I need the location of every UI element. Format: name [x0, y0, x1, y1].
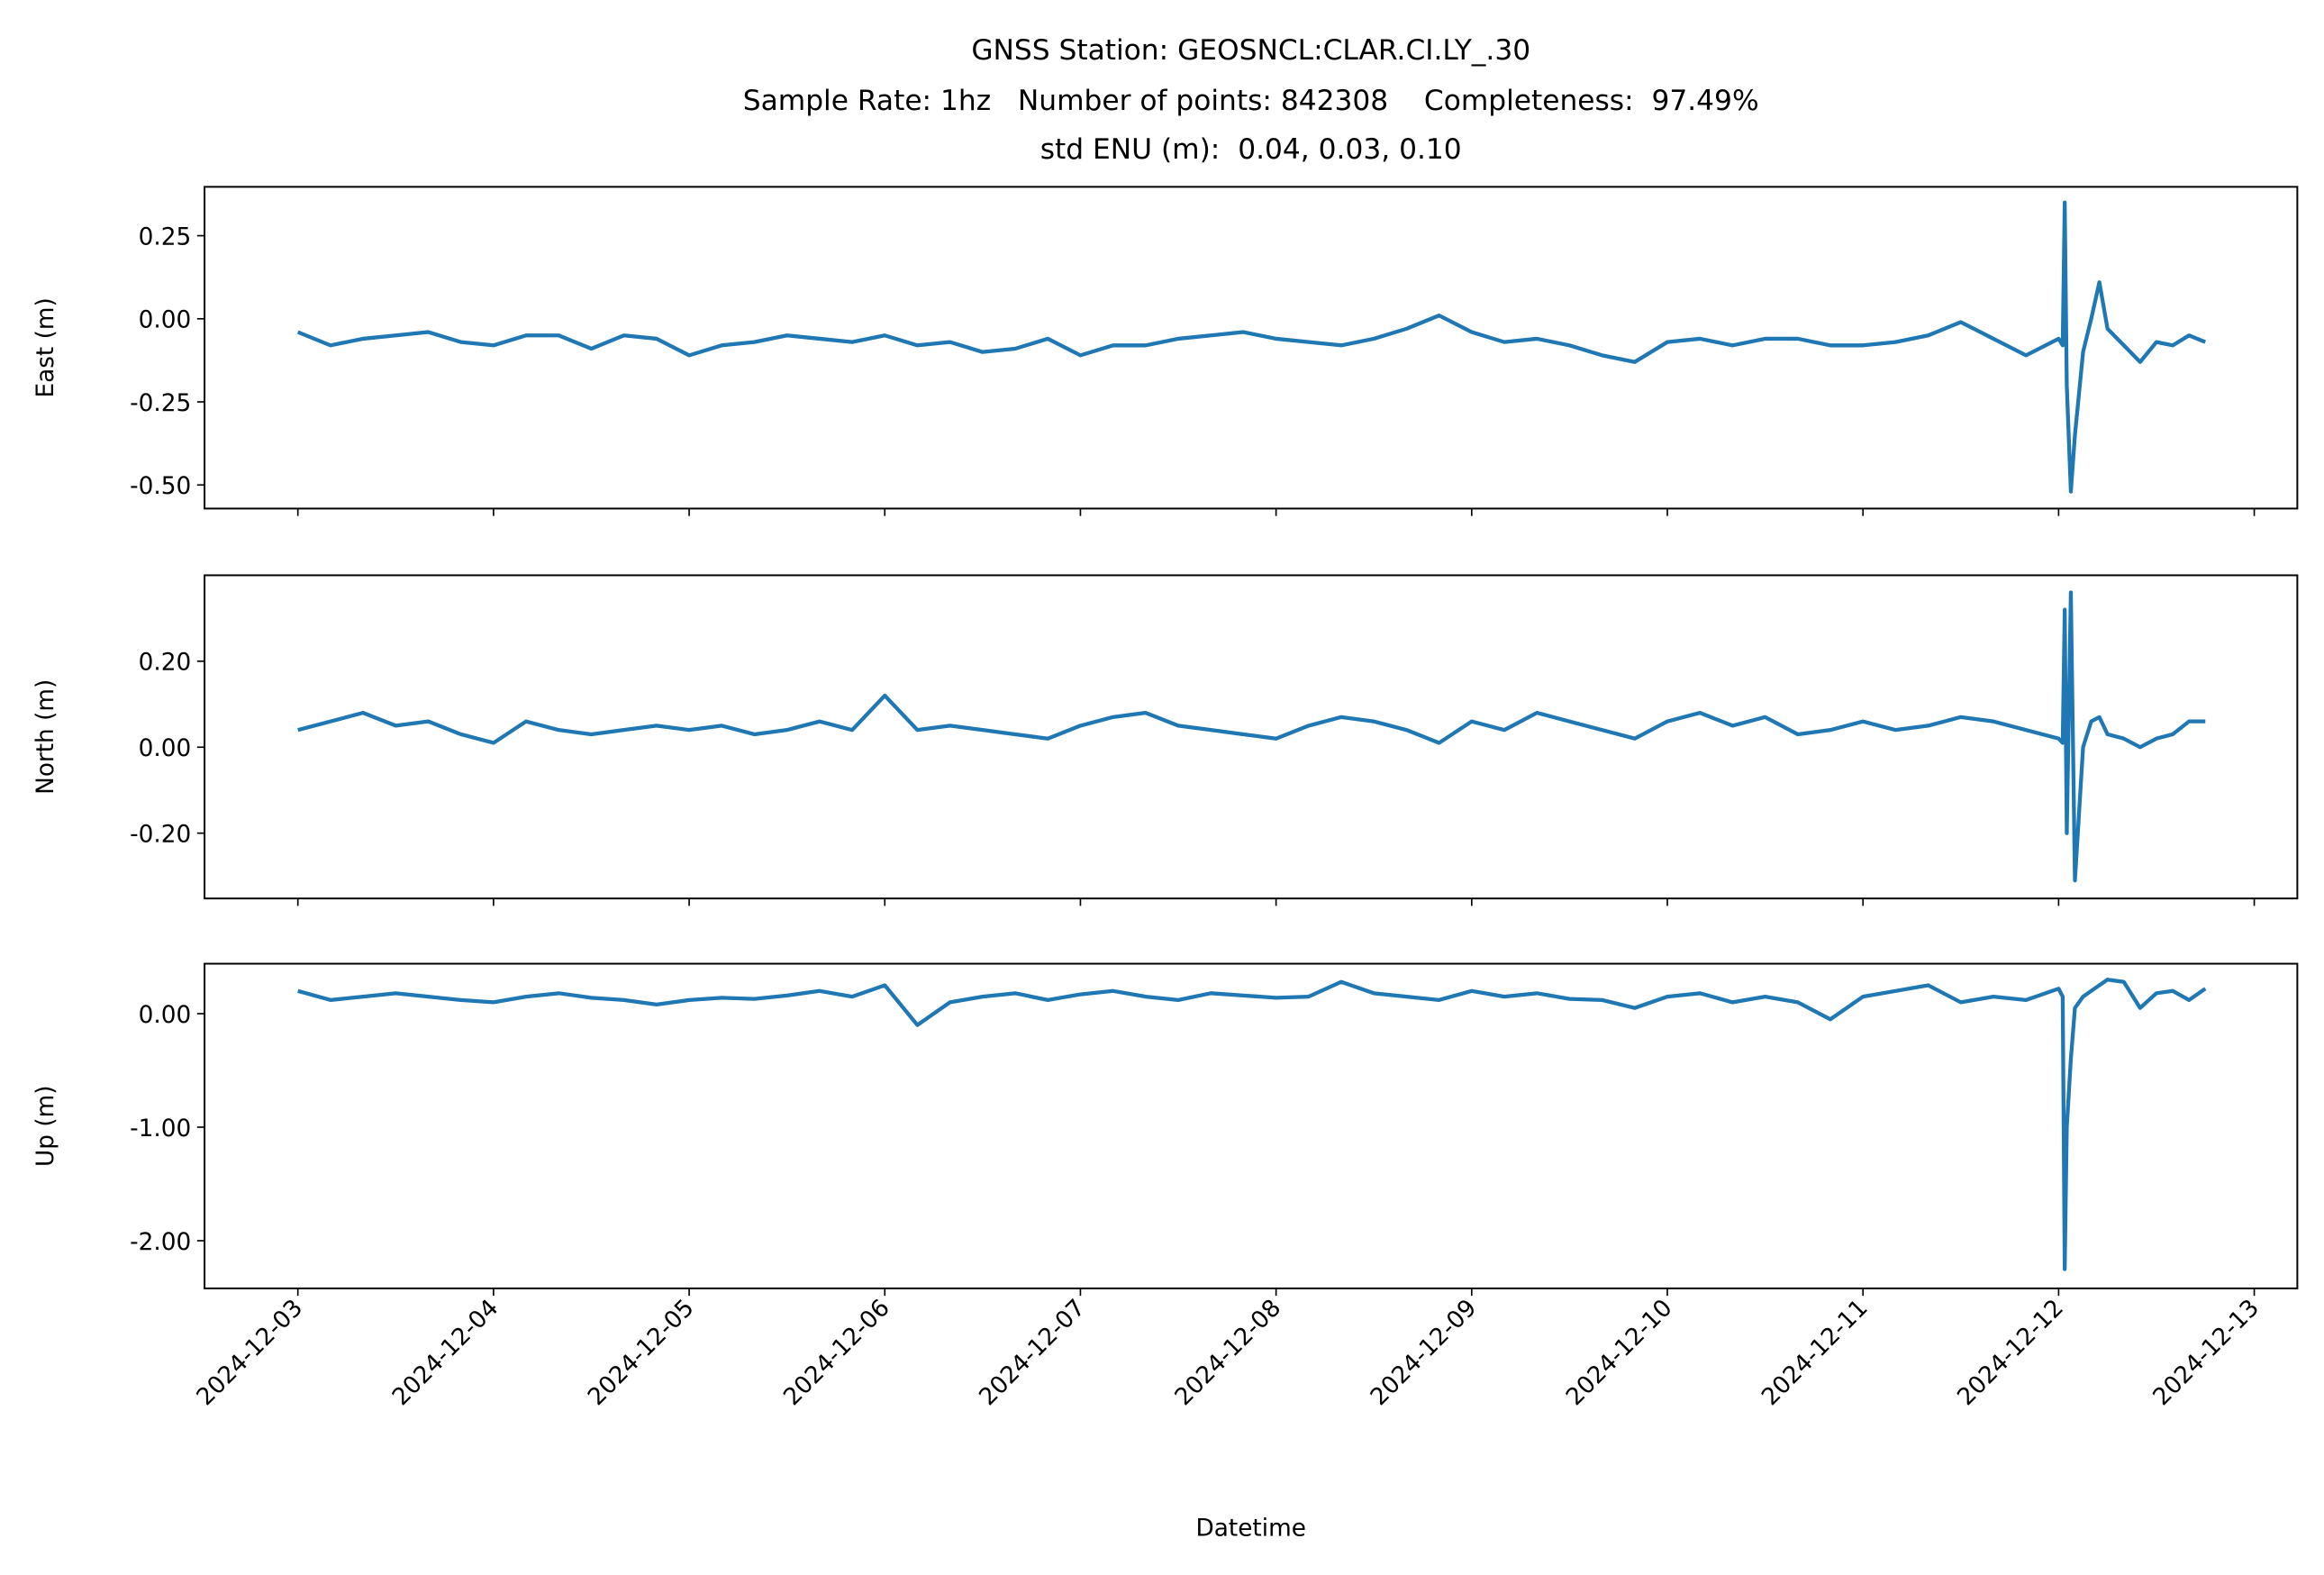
x-tick-label: 2024-12-10	[1561, 1295, 1677, 1411]
y-tick-label: -0.50	[130, 473, 191, 500]
x-tick-label: 2024-12-05	[583, 1295, 699, 1411]
chart-title: GNSS Station: GEOSNCL:CLAR.CI.LY_.30	[971, 34, 1530, 67]
y-tick-label: 0.00	[139, 735, 192, 762]
y-tick-label: 0.00	[139, 1002, 192, 1029]
data-line	[296, 200, 2207, 494]
x-tick-label: 2024-12-08	[1170, 1295, 1286, 1411]
x-tick-label: 2024-12-03	[192, 1295, 308, 1411]
y-axis-label: East (m)	[32, 297, 59, 397]
x-tick-label: 2024-12-12	[1953, 1295, 2069, 1411]
x-tick-label: 2024-12-09	[1366, 1295, 1482, 1411]
y-tick-label: -0.20	[130, 822, 191, 849]
x-tick-label: 2024-12-04	[387, 1295, 504, 1411]
x-tick-label: 2024-12-07	[975, 1295, 1091, 1411]
y-tick-label: -0.25	[130, 390, 191, 417]
plot-frame	[204, 574, 2299, 900]
data-line	[297, 978, 2207, 1271]
y-axis-label: North (m)	[32, 679, 59, 795]
y-tick-label: 0.25	[139, 223, 192, 250]
x-axis-label: Datetime	[1196, 1516, 1306, 1543]
y-tick-label: -2.00	[130, 1229, 191, 1256]
y-tick-label: 0.20	[139, 650, 192, 677]
plot-frame	[204, 962, 2299, 1289]
plot-frame	[204, 186, 2299, 510]
x-tick-label: 2024-12-06	[778, 1295, 894, 1411]
chart-subtitle: std ENU (m): 0.04, 0.03, 0.10	[1040, 133, 1462, 166]
x-tick-label: 2024-12-11	[1757, 1295, 1873, 1411]
x-tick-label: 2024-12-13	[2148, 1295, 2265, 1411]
chart-subtitle: Sample Rate: 1hz Number of points: 84230…	[743, 85, 1759, 117]
y-tick-label: -1.00	[130, 1115, 191, 1143]
data-line	[297, 590, 2206, 883]
y-axis-label: Up (m)	[32, 1085, 59, 1167]
y-tick-label: 0.00	[139, 307, 192, 334]
